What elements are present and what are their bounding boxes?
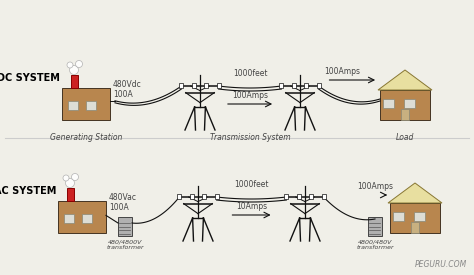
Bar [118,217,132,236]
Text: DC SYSTEM: DC SYSTEM [0,73,59,83]
Bar [64,214,74,223]
Text: 480Vac
100A: 480Vac 100A [109,193,137,212]
Text: 1000feet: 1000feet [234,180,269,189]
Bar [201,194,206,199]
Bar [191,194,194,199]
Bar [67,188,74,201]
Bar [414,212,425,221]
Circle shape [70,65,79,75]
Bar [368,217,382,236]
Bar [71,75,78,88]
Text: 1000feet: 1000feet [233,69,267,78]
Bar [215,194,219,199]
Bar [303,82,308,87]
Bar [390,203,440,233]
Circle shape [75,60,82,67]
Text: AC SYSTEM: AC SYSTEM [0,186,56,196]
Bar [58,201,106,233]
Bar [393,212,404,221]
Bar [203,82,208,87]
Text: 10Amps: 10Amps [236,202,267,211]
Circle shape [72,174,79,180]
Bar [404,99,415,108]
Bar [317,82,320,87]
Text: 4800/480V
transformer: 4800/480V transformer [356,239,394,250]
Polygon shape [388,183,442,203]
Bar [177,194,182,199]
Circle shape [67,62,73,68]
Bar [380,90,430,120]
Text: 480/4800V
transformer: 480/4800V transformer [106,239,144,250]
Text: Generating Station: Generating Station [50,133,122,142]
Text: 480Vdc
100A: 480Vdc 100A [113,80,142,99]
Bar [179,82,183,87]
Bar [82,214,92,223]
Bar [217,82,220,87]
Bar [68,101,78,110]
Text: Transmission System: Transmission System [210,133,290,142]
Text: PEGURU.COM: PEGURU.COM [415,260,467,269]
Circle shape [65,178,74,188]
Bar [62,88,110,120]
Text: 100Amps: 100Amps [357,182,393,191]
Text: Load: Load [396,133,414,142]
Bar [86,101,96,110]
Bar [192,82,196,87]
Bar [297,194,301,199]
Bar [321,194,326,199]
Bar [292,82,296,87]
Bar [279,82,283,87]
Text: 100Amps: 100Amps [232,91,268,100]
Bar [284,194,288,199]
Bar [411,222,419,233]
Polygon shape [378,70,432,90]
Text: 100Amps: 100Amps [325,67,361,76]
Bar [309,194,312,199]
Bar [401,109,409,120]
Bar [383,99,394,108]
Circle shape [63,175,69,181]
